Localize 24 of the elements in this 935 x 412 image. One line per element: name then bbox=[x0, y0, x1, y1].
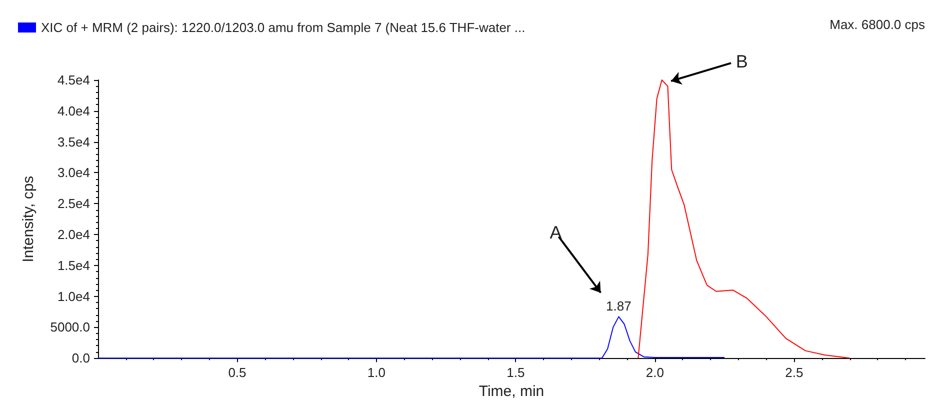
annotation: B bbox=[736, 52, 748, 72]
y-tick-label: 2.0e4 bbox=[57, 227, 90, 242]
y-tick-label: 2.5e4 bbox=[57, 196, 90, 212]
line-series bbox=[98, 316, 726, 359]
y-tick-label: 3.0e4 bbox=[57, 165, 90, 180]
text: Max. 6800.0 cps bbox=[830, 17, 926, 32]
y-tick-label: 4.0e4 bbox=[57, 103, 90, 118]
x-tick-label: 1.5 bbox=[506, 365, 525, 380]
x-tick-label: 2.5 bbox=[785, 365, 804, 380]
y-tick-label: 4.5e4 bbox=[57, 72, 90, 88]
x-axis-title: Time, min bbox=[478, 383, 544, 400]
y-axis-title: Intensity, cps bbox=[20, 176, 37, 262]
x-tick-label: 0.5 bbox=[228, 365, 246, 380]
line-series bbox=[638, 80, 850, 359]
legend-label: XIC of + MRM (2 pairs): 1220.0/1203.0 amu from Sample 7 (Neat 15.6 THF-water ... bbox=[41, 20, 526, 35]
y-tick-label: 3.5e4 bbox=[57, 134, 90, 150]
y-tick-label: 0.0 bbox=[72, 350, 90, 366]
annotation: 1.87 bbox=[606, 298, 632, 314]
y-tick-label: 1.5e4 bbox=[57, 258, 90, 273]
x-tick-label: 1.0 bbox=[367, 365, 386, 380]
y-tick-label: 1.0e4 bbox=[57, 288, 90, 304]
y-tick-label: 5000.0 bbox=[50, 320, 90, 335]
annotation: A bbox=[550, 222, 562, 243]
x-tick-label: 2.0 bbox=[646, 365, 664, 380]
